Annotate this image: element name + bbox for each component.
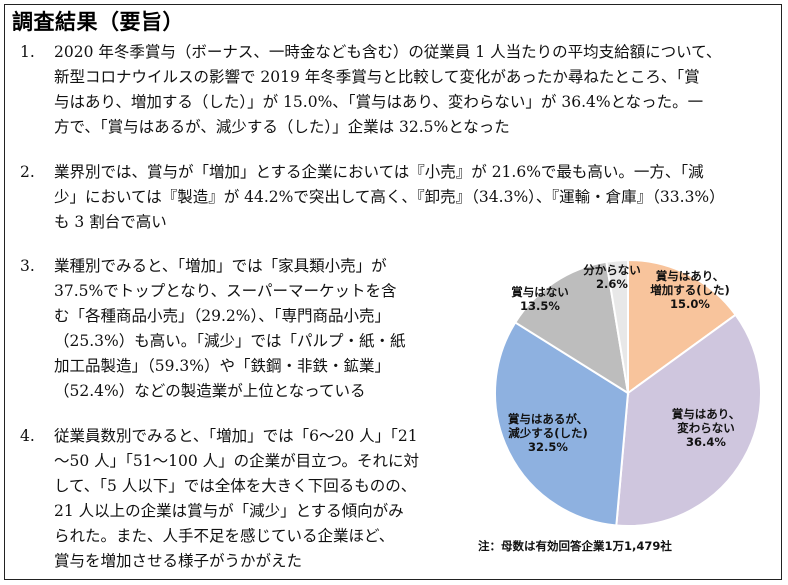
text-line: む「各種商品小売」（29.2%）、「専門商品小売」 (54, 307, 390, 325)
pie-slice-2 (615, 313, 762, 527)
item-number: 4. (20, 427, 35, 445)
slice-label-5: 分からない 2.6% (583, 263, 641, 291)
text-line: 少」においては『製造』が 44.2%で突出して高く、『卸売』（34.3%）、『運… (54, 188, 725, 206)
bonus-change-pie-chart: 賞与はあり、増加する(した) 15.0% 賞与はあり、変わらない 36.4% 賞与はある… (470, 248, 778, 568)
text-line: 方で、「賞与はあるが、減少する（した）」企業は 32.5%となった (54, 118, 510, 136)
text-line: も 3 割台で高い (54, 213, 167, 231)
text-line: 賞与を増加させる様子がうかがえた (54, 552, 303, 570)
text-line: られた。また、人手不足を感じている企業ほど、 (54, 527, 395, 545)
item-text: 2020 年冬季賞与（ボーナス、一時金なども含む）の従業員 1 人当たりの平均支… (54, 40, 721, 140)
item-text: 業種別でみると、「増加」では「家具類小売」が 37.5%でトップとなり、スーパー… (54, 254, 406, 404)
text-line: 業種別でみると、「増加」では「家具類小売」が (54, 257, 387, 275)
pie-svg: 賞与はあり、増加する(した) 15.0% 賞与はあり、変わらない 36.4% 賞与はある… (494, 258, 762, 527)
item-text: 従業員数別でみると、「増加」では「6～20 人」「21 ～50 人」「51～10… (54, 424, 419, 574)
item-number: 2. (20, 163, 35, 181)
slice-label-3: 賞与はあるが、減少する(した) 32.5% (508, 412, 588, 454)
text-line: 加工品製造」（59.3%）や「鉄鋼・非鉄・鉱業」 (54, 357, 390, 375)
text-line: 新型コロナウイルスの影響で 2019 年冬季賞与と比較して変化があったか尋ねたと… (54, 68, 700, 86)
text-line: （52.4%）などの製造業が上位となっている (54, 382, 366, 400)
text-line: 与はあり、増加する（した）」が 15.0%、「賞与はあり、変わらない」が 36.… (54, 93, 704, 111)
text-line: 37.5%でトップとなり、スーパーマーケットを含 (54, 282, 397, 300)
item-number: 3. (20, 257, 35, 275)
text-line: 2020 年冬季賞与（ボーナス、一時金なども含む）の従業員 1 人当たりの平均支… (54, 43, 722, 61)
text-line: 21 人以上の企業は賞与が「減少」とする傾向がみ (54, 502, 404, 520)
slice-label-1: 賞与はあり、増加する(した) 15.0% (650, 269, 730, 311)
pie-slice-5 (605, 258, 629, 394)
text-line: ～50 人」「51～100 人」の企業が目立つ。それに対 (54, 452, 420, 470)
slice-label-2: 賞与はあり、変わらない 36.4% (672, 407, 741, 449)
item-number: 1. (20, 43, 35, 61)
text-line: して、「5 人以下」では全体を大きく下回るものの、 (54, 477, 417, 495)
item-text: 業界別では、賞与が「増加」とする企業においては『小売』が 21.6%で最も高い。… (54, 160, 725, 235)
text-line: 従業員数別でみると、「増加」では「6～20 人」「21 (54, 427, 418, 445)
pie-slice-4 (513, 260, 630, 396)
chart-note: 注：母数は有効回答企業1万1,479社 (478, 539, 672, 553)
text-line: 業界別では、賞与が「増加」とする企業においては『小売』が 21.6%で最も高い。… (54, 163, 704, 181)
slice-label-4: 賞与はない 13.5% (511, 285, 569, 313)
text-line: （25.3%）も高い。「減少」では「パルプ・紙・紙 (54, 332, 406, 350)
pie-slice-1 (627, 258, 737, 395)
page-title: 調査結果（要旨） (12, 10, 184, 34)
